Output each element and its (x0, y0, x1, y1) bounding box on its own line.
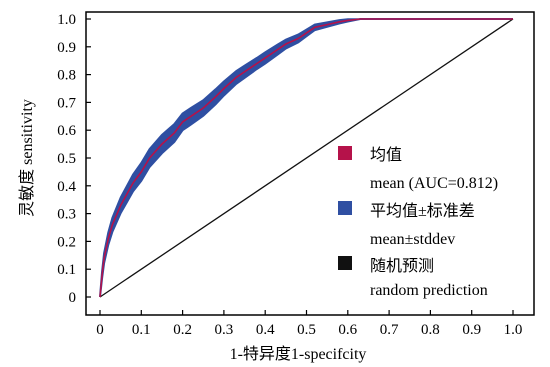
y-tick-label: 1.0 (57, 12, 76, 28)
y-tick-label: 0.9 (57, 40, 76, 56)
stddev-band (99, 18, 513, 298)
plot-frame (85, 11, 535, 316)
y-tick-label: 0.6 (57, 123, 76, 139)
plot-border (85, 11, 535, 316)
x-tick-label: 0 (96, 322, 104, 338)
series-line-layer (99, 18, 514, 298)
tick-layer: 0 0.1 0.2 0.3 0.4 0.5 0.6 0.7 0.8 0.9 1.0 0 0.1 0.2 0.… (57, 12, 522, 338)
legend-swatch-stddev (338, 201, 352, 215)
x-tick-label: 0.8 (421, 322, 440, 338)
y-tick-label: 0.8 (57, 68, 76, 84)
stddev-band-layer (99, 18, 513, 298)
y-tick-label: 0.1 (57, 262, 76, 278)
x-tick-label: 0.3 (215, 322, 234, 338)
y-axis-title: 灵敏度 sensitivity (18, 99, 36, 217)
legend-label-random: 随机预测 (370, 257, 434, 275)
legend-swatch-mean (338, 146, 352, 160)
random-prediction-line (99, 18, 514, 298)
y-tick-label: 0.5 (57, 151, 76, 167)
y-tick-label: 0.2 (57, 234, 76, 250)
legend-label-mean: 均值 (370, 146, 402, 164)
x-tick-label: 0.7 (380, 322, 399, 338)
y-tick-label: 0.3 (57, 207, 76, 223)
legend-label-mean-secondary: mean (AUC=0.812) (370, 175, 498, 192)
y-tick-label: 0.7 (57, 95, 76, 111)
legend-swatch-random (338, 256, 352, 270)
x-tick-label: 0.5 (297, 322, 316, 338)
legend-label-stddev: 平均值±标准差 (370, 202, 475, 220)
x-tick-label: 1.0 (504, 322, 523, 338)
legend: 均值 mean (AUC=0.812) 平均值±标准差 mean±stddev … (338, 146, 498, 299)
x-axis-title: 1-特异度1-specifcity (230, 345, 367, 363)
x-tick-label: 0.9 (462, 322, 481, 338)
y-tick-label: 0 (69, 290, 77, 306)
mean-roc-line (99, 18, 513, 298)
x-tick-label: 0.6 (338, 322, 357, 338)
x-tick-label: 0.4 (256, 322, 275, 338)
x-tick-label: 0.1 (132, 322, 151, 338)
x-tick-label: 0.2 (173, 322, 192, 338)
y-tick-label: 0.4 (57, 179, 76, 195)
legend-label-stddev-secondary: mean±stddev (370, 231, 455, 248)
legend-label-random-secondary: random prediction (370, 282, 488, 299)
